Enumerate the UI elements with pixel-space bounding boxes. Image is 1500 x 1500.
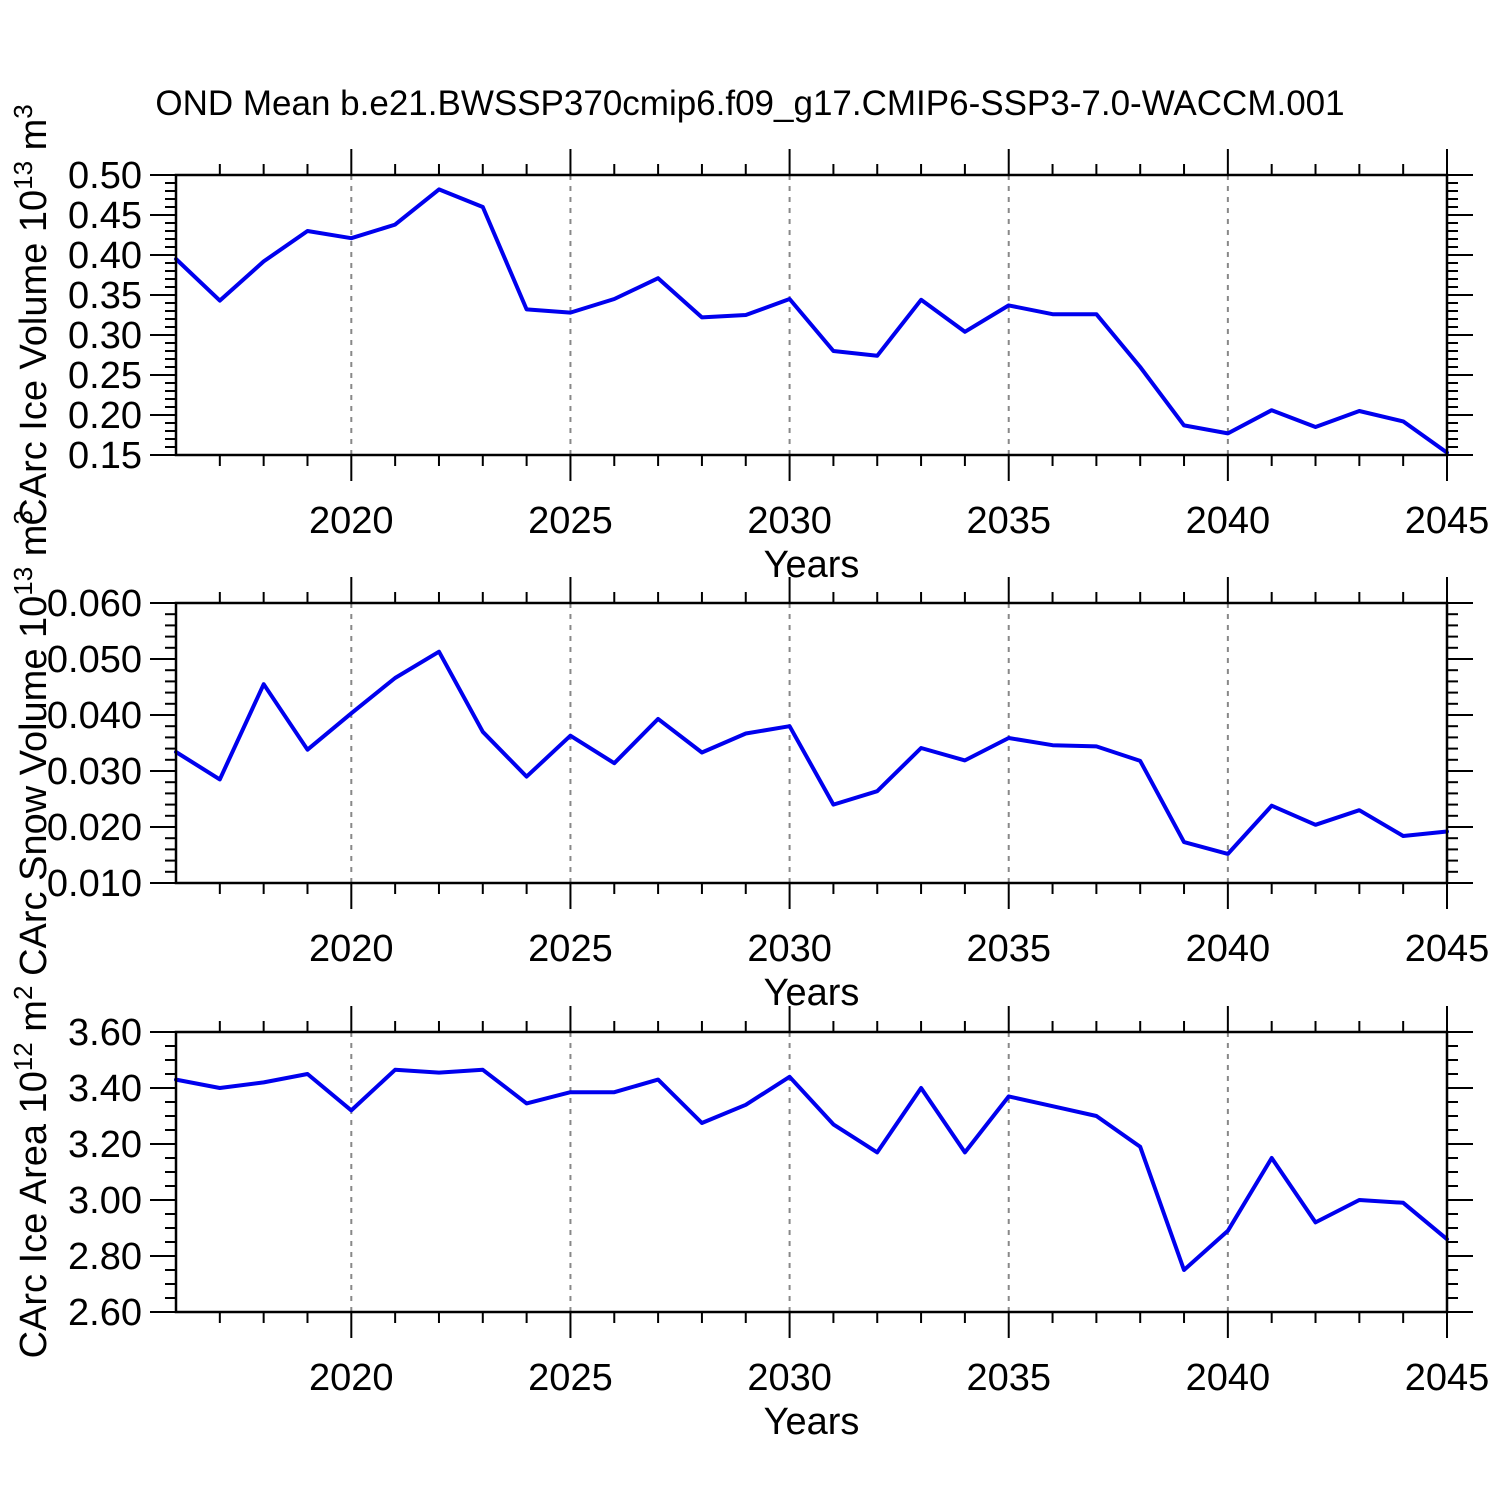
- x-tick-label: 2025: [528, 1357, 613, 1399]
- y-tick-label: 0.030: [47, 751, 142, 793]
- y-tick-label: 2.80: [68, 1236, 142, 1278]
- year-gridlines: [350, 1032, 1229, 1312]
- y-tick-labels: 0.150.200.250.300.350.400.450.50: [68, 155, 142, 477]
- data-line-ice-volume: [174, 187, 1449, 455]
- x-tick-label: 2030: [747, 1357, 832, 1399]
- y-tick-label: 0.30: [68, 315, 142, 357]
- year-gridlines: [350, 603, 1229, 883]
- plot-frame: [174, 601, 1449, 885]
- x-tick-labels: 2020 2025 2030 2035 2040 2045: [309, 1357, 1489, 1399]
- x-tick-label: 2020: [309, 1357, 394, 1399]
- plot-frame: [174, 1030, 1449, 1314]
- x-ticks: [218, 1006, 1448, 1338]
- y-axis-title: CArc Ice Area 1012 m2: [8, 986, 55, 1359]
- x-axis-title: Years: [764, 544, 860, 586]
- x-tick-label: 2045: [1405, 500, 1490, 542]
- x-axis-title: Years: [764, 1401, 860, 1443]
- x-tick-labels: 2020 2025 2030 2035 2040 2045: [309, 500, 1489, 542]
- x-tick-label: 2020: [309, 500, 394, 542]
- y-tick-label: 3.00: [68, 1180, 142, 1222]
- figure-title: OND Mean b.e21.BWSSP370cmip6.f09_g17.CMI…: [155, 84, 1345, 123]
- panel-ice-area: 2.60 2.80 3.00 3.20 3.40 3.60 2020 2025 2030 2035…: [8, 986, 1489, 1443]
- x-tick-label: 2030: [747, 928, 832, 970]
- x-tick-label: 2020: [309, 928, 394, 970]
- year-gridlines: [350, 175, 1229, 455]
- y-tick-label: 0.010: [47, 863, 142, 905]
- x-tick-label: 2040: [1186, 500, 1271, 542]
- x-ticks: [218, 577, 1448, 909]
- x-axis-title: Years: [764, 972, 860, 1014]
- y-tick-label: 2.60: [68, 1292, 142, 1334]
- data-line-ice-area: [174, 1067, 1449, 1272]
- y-ticks: [150, 602, 1473, 884]
- y-tick-label: 0.40: [68, 235, 142, 277]
- y-axis-title: CArc Snow Volume 1013 m3: [8, 510, 55, 976]
- y-tick-label: 3.60: [68, 1012, 142, 1054]
- x-tick-label: 2045: [1405, 928, 1490, 970]
- y-tick-label: 0.060: [47, 583, 142, 625]
- x-tick-label: 2040: [1186, 1357, 1271, 1399]
- x-tick-label: 2025: [528, 500, 613, 542]
- y-tick-label: 0.50: [68, 155, 142, 197]
- x-tick-label: 2030: [747, 500, 832, 542]
- x-tick-label: 2040: [1186, 928, 1271, 970]
- y-ticks: [150, 174, 1473, 456]
- y-axis-title: CArc Ice Volume 1013 m3: [8, 104, 55, 525]
- y-tick-label: 0.050: [47, 639, 142, 681]
- y-tick-label: 0.040: [47, 695, 142, 737]
- x-tick-label: 2025: [528, 928, 613, 970]
- x-ticks: [218, 149, 1448, 481]
- x-tick-labels: 2020 2025 2030 2035 2040 2045: [309, 928, 1489, 970]
- x-tick-label: 2045: [1405, 1357, 1490, 1399]
- x-tick-label: 2035: [966, 1357, 1051, 1399]
- y-tick-label: 0.35: [68, 275, 142, 317]
- x-tick-label: 2035: [966, 500, 1051, 542]
- x-tick-label: 2035: [966, 928, 1051, 970]
- y-tick-label: 0.20: [68, 395, 142, 437]
- plot-frame: [174, 173, 1449, 457]
- data-line-snow-volume: [174, 649, 1449, 856]
- y-ticks: [150, 1031, 1473, 1313]
- panel-ice-volume: 0.150.200.250.300.350.400.450.50 2020 2025…: [8, 104, 1489, 586]
- y-tick-labels: 0.010 0.020 0.030 0.040 0.050 0.060: [47, 583, 142, 905]
- y-tick-label: 3.20: [68, 1124, 142, 1166]
- y-tick-label: 0.020: [47, 807, 142, 849]
- y-tick-labels: 2.60 2.80 3.00 3.20 3.40 3.60: [68, 1012, 142, 1334]
- y-tick-label: 0.25: [68, 355, 142, 397]
- y-tick-label: 3.40: [68, 1068, 142, 1110]
- y-tick-label: 0.45: [68, 195, 142, 237]
- y-tick-label: 0.15: [68, 435, 142, 477]
